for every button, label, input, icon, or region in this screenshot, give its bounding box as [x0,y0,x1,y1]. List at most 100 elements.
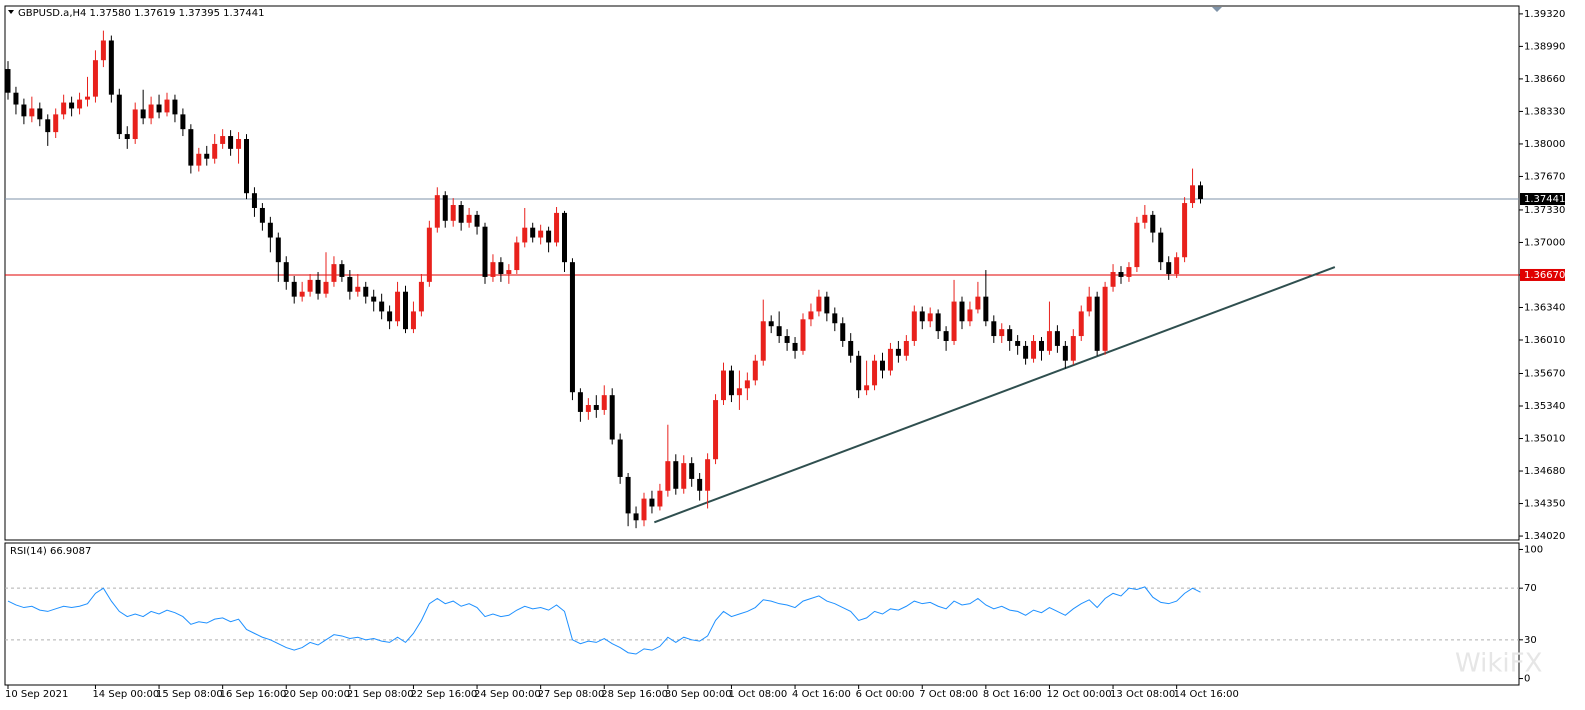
candle-body [1174,257,1180,274]
candle-body [100,40,106,61]
candle-body [5,69,11,93]
candle-body [999,329,1005,337]
candle-body [108,40,114,95]
candle-body [45,119,51,133]
candle-body [760,321,766,361]
x-tick-label: 28 Sep 16:00 [601,689,668,700]
candle-body [983,296,989,322]
candle-body [554,212,560,243]
y-tick-label: 1.37670 [1524,171,1565,182]
candle-body [593,405,599,410]
y-tick-label: 1.35670 [1524,368,1565,379]
candle-body [919,311,925,322]
candle-body [418,281,424,312]
candle-body [21,104,27,117]
candle-body [641,498,647,521]
candle-body [1062,345,1068,361]
candle-body [1142,214,1148,223]
x-tick-label: 30 Sep 00:00 [665,689,732,700]
candle-body [482,226,488,277]
y-tick-label: 1.34020 [1524,531,1565,542]
candle-body [840,323,846,341]
x-tick-label: 21 Sep 08:00 [347,689,414,700]
watermark: WikiFX [1455,649,1542,679]
candle-body [323,281,329,294]
rsi-y-tick-label: 0 [1524,674,1530,685]
candle-body [657,490,663,507]
candle-body [808,311,814,320]
candle-body [728,370,734,396]
candle-body [458,205,464,223]
x-tick-label: 14 Sep 00:00 [92,689,159,700]
candle-body [1039,340,1044,351]
candle-body [379,301,385,312]
price-label: 1.37441 [1524,194,1565,205]
candle-body [204,153,210,159]
candle-body [538,230,544,238]
candle-body [307,279,313,292]
candle-body [85,96,90,100]
candle-body [927,313,933,322]
candle-body [848,340,854,356]
candle-body [1190,185,1196,204]
candle-body [1007,329,1013,341]
candle-body [1102,286,1108,351]
candle-body [124,134,130,140]
candle-body [975,296,981,310]
candle-body [951,301,957,341]
rsi-y-tick-label: 30 [1524,635,1537,646]
candle-body [649,498,655,507]
x-tick-label: 8 Oct 16:00 [983,689,1042,700]
shift-marker [1212,7,1222,12]
y-tick-label: 1.38660 [1524,74,1565,85]
x-tick-label: 15 Sep 08:00 [156,689,223,700]
candle-body [880,360,885,371]
candle-body [1054,331,1060,346]
candle-body [800,319,806,351]
candle-body [991,321,997,337]
candle-body [1046,331,1052,351]
candle-body [188,129,194,166]
candle-body [744,380,750,389]
candle-body [577,392,583,412]
candle-body [53,114,59,133]
candle-body [92,60,98,97]
candle-body [514,242,520,271]
candle-body [1094,296,1100,351]
candle-body [498,262,504,274]
candle-body [347,276,353,292]
price-label: 1.36670 [1524,270,1565,281]
candle-body [474,214,480,227]
candle-body [665,461,671,491]
candle-body [156,104,162,113]
candle-body [236,139,242,149]
menu-arrow [8,10,14,14]
candle-body [77,99,83,109]
candle-body [562,212,567,263]
y-tick-label: 1.36010 [1524,335,1565,346]
candle-body [1126,267,1132,277]
chart-header: GBPUSD.a,H4 1.37580 1.37619 1.37395 1.37… [18,8,265,19]
rsi-panel [4,542,1520,686]
candle-body [426,227,432,282]
candle-body [244,139,249,194]
x-tick-label: 27 Sep 08:00 [538,689,605,700]
candle-body [387,311,393,322]
candle-body [180,114,186,130]
candle-body [625,476,631,514]
candle-body [705,459,711,491]
candle-body [1118,272,1124,277]
candle-body [895,348,901,356]
candle-body [267,222,273,238]
candle-body [442,195,448,221]
x-tick-label: 1 Oct 08:00 [728,689,787,700]
candle-body [61,102,67,115]
candle-body [681,463,687,489]
candle-body [13,92,19,105]
candle-body [569,262,575,393]
y-tick-label: 1.37000 [1524,237,1565,248]
candle-body [1078,311,1084,337]
candle-body [403,291,408,330]
